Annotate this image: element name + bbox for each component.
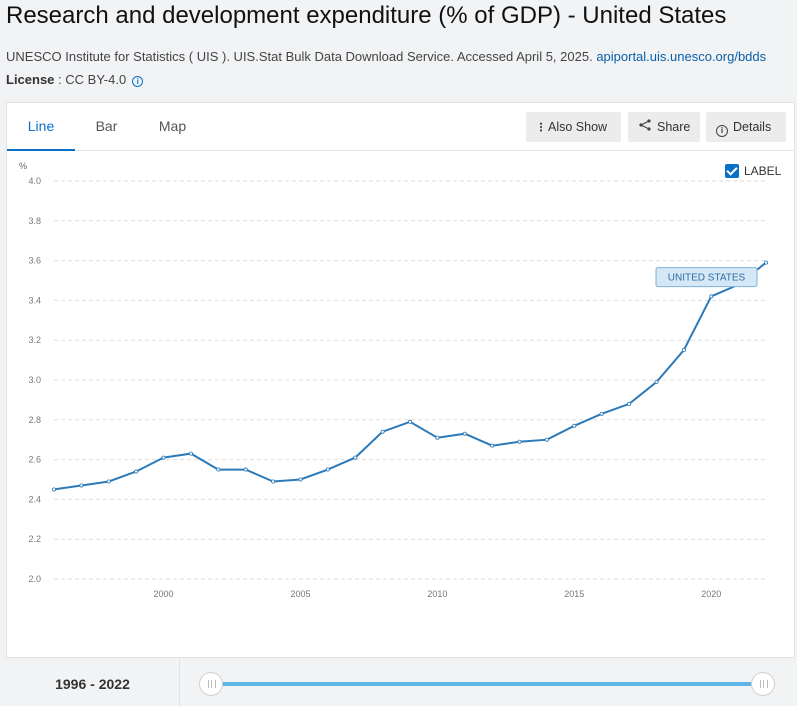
y-tick-label: 3.8	[28, 216, 41, 226]
series-label-box	[655, 267, 758, 288]
y-axis-unit: %	[19, 161, 27, 171]
license-value: : CC BY-4.0	[54, 72, 127, 87]
range-slider-start-handle[interactable]	[199, 672, 223, 696]
range-start: 1996	[55, 676, 87, 692]
data-point[interactable]	[106, 479, 111, 484]
data-point[interactable]	[599, 411, 604, 416]
data-point[interactable]	[462, 431, 467, 436]
data-point[interactable]	[627, 401, 632, 406]
page-title: Research and development expenditure (% …	[6, 2, 727, 29]
range-end: 2022	[98, 676, 130, 692]
data-point[interactable]	[654, 379, 659, 384]
tab-map[interactable]: Map	[158, 118, 187, 134]
x-tick-label: 2005	[290, 589, 310, 599]
also-show-label: Also Show	[548, 120, 608, 134]
data-point[interactable]	[435, 435, 440, 440]
range-slider-track[interactable]	[218, 682, 763, 686]
data-point[interactable]	[380, 429, 385, 434]
x-tick-label: 2015	[564, 589, 584, 599]
data-point[interactable]	[353, 455, 358, 460]
details-label: Details	[733, 120, 772, 134]
data-point[interactable]	[243, 467, 248, 472]
data-point[interactable]	[271, 479, 276, 484]
data-point[interactable]	[572, 423, 577, 428]
data-point[interactable]	[188, 451, 193, 456]
range-separator: -	[86, 676, 99, 692]
details-button[interactable]: i Details	[706, 112, 786, 142]
series-group: UNITED STATES	[52, 260, 769, 492]
data-point[interactable]	[216, 467, 221, 472]
y-tick-label: 3.4	[28, 295, 41, 305]
share-icon	[638, 112, 652, 142]
data-point[interactable]	[490, 443, 495, 448]
data-point[interactable]	[517, 439, 522, 444]
data-point[interactable]	[52, 487, 57, 492]
y-tick-label: 2.2	[28, 534, 41, 544]
data-point[interactable]	[79, 483, 84, 488]
view-tabs: Line Bar Map Also Show Share i Details	[7, 103, 794, 151]
data-point[interactable]	[544, 437, 549, 442]
y-tick-label: 3.2	[28, 335, 41, 345]
tab-bar[interactable]: Bar	[95, 118, 118, 134]
series-label: UNITED STATES	[668, 273, 746, 284]
data-point[interactable]	[298, 477, 303, 482]
x-tick-labels: 2000 2005 2010 2015 2020	[154, 589, 722, 599]
y-tick-label: 3.0	[28, 375, 41, 385]
range-slider-end-handle[interactable]	[751, 672, 775, 696]
label-toggle-text: LABEL	[744, 164, 782, 178]
info-icon[interactable]: i	[132, 76, 144, 87]
data-point[interactable]	[681, 348, 686, 353]
data-point[interactable]	[407, 419, 412, 424]
x-tick-label: 2020	[701, 589, 721, 599]
y-tick-label: 4.0	[28, 176, 41, 186]
share-button[interactable]: Share	[628, 112, 700, 142]
data-point[interactable]	[134, 469, 139, 474]
y-tick-labels: 2.0 2.2 2.4 2.6 2.8 3.0 3.2 3.4 3.6 3.8 4.0	[28, 176, 41, 584]
license-line: License : CC BY-4.0 i	[6, 72, 144, 87]
kebab-icon	[540, 122, 542, 132]
label-checkbox[interactable]	[725, 164, 739, 178]
time-range-bar: 1996 - 2022	[6, 657, 795, 706]
y-tick-label: 2.8	[28, 415, 41, 425]
tab-line[interactable]: Line	[7, 103, 75, 151]
source-text: UNESCO Institute for Statistics ( UIS ).…	[6, 49, 593, 64]
y-tick-label: 2.4	[28, 494, 41, 504]
x-tick-label: 2010	[427, 589, 447, 599]
label-toggle[interactable]: LABEL	[725, 164, 781, 178]
data-point[interactable]	[325, 467, 330, 472]
year-range: 1996 - 2022	[6, 658, 180, 706]
y-tick-label: 3.6	[28, 256, 41, 266]
also-show-button[interactable]: Also Show	[526, 112, 621, 142]
source-link[interactable]: apiportal.uis.unesco.org/bdds	[596, 49, 767, 64]
share-label: Share	[657, 120, 691, 134]
x-tick-label: 2000	[154, 589, 174, 599]
chart-panel: Line Bar Map Also Show Share i Details LA…	[6, 102, 795, 706]
source-citation: UNESCO Institute for Statistics ( UIS ).…	[6, 49, 766, 64]
info-icon: i	[716, 125, 728, 137]
data-point[interactable]	[764, 260, 769, 265]
data-point[interactable]	[161, 455, 166, 460]
series-line	[53, 261, 767, 491]
line-chart: % 2.0 2.2 2.4 2.6 2.8 3.0 3.2 3.4 3.6 3.8 4.0 2000…	[19, 161, 769, 599]
y-tick-label: 2.6	[28, 455, 41, 465]
license-label: License	[6, 72, 55, 87]
data-point[interactable]	[709, 294, 714, 299]
y-tick-label: 2.0	[28, 574, 41, 584]
